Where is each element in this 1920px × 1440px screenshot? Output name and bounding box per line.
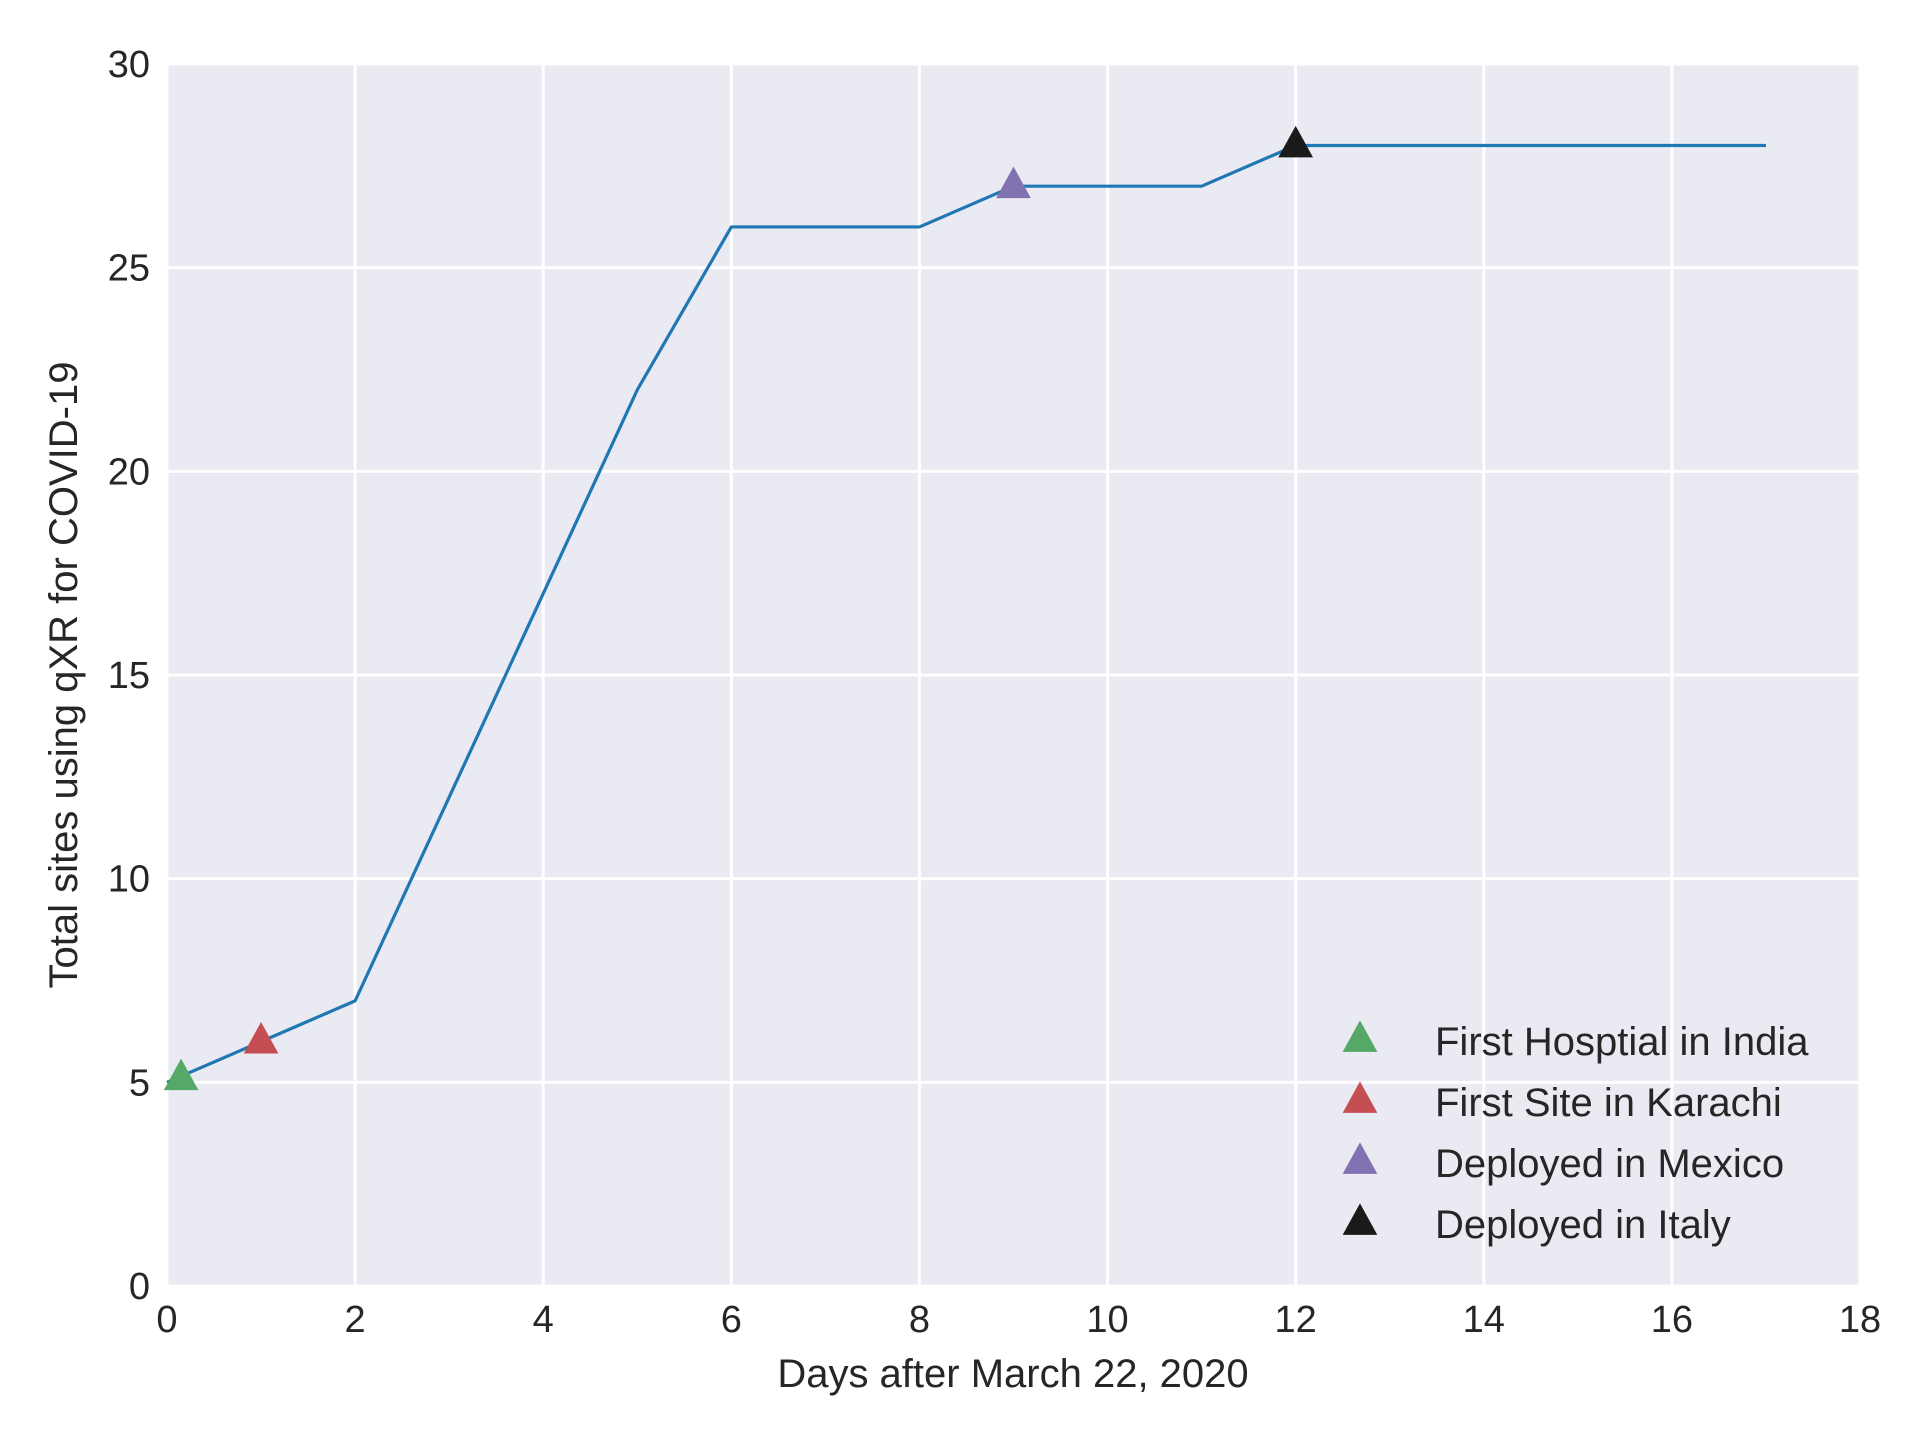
legend-marker [1342,1081,1378,1113]
y-tick-label: 30 [108,44,150,86]
y-tick-label: 10 [108,859,150,901]
x-tick-label: 4 [533,1299,554,1341]
series-line [166,143,1766,1084]
y-tick-label: 20 [108,451,150,493]
x-tick-label: 16 [1651,1299,1693,1341]
marker-triangle [996,166,1031,199]
x-tick-label: 10 [1086,1299,1128,1341]
legend-marker [1342,1142,1378,1174]
legend: First Hosptial in India First Site in Kar… [1342,1020,1809,1247]
grid [165,62,1862,1288]
legend-entry-label: First Hosptial in India [1435,1020,1809,1064]
x-axis-label: Days after March 22, 2020 [777,1352,1248,1396]
y-tick-label: 5 [129,1062,150,1104]
x-tick-label: 8 [909,1299,930,1341]
y-tick-label: 0 [129,1266,150,1308]
y-tick-label: 25 [108,248,150,290]
marker-triangle [1278,125,1314,158]
legend-entry-label: Deployed in Italy [1435,1203,1731,1247]
x-axis-ticks: 0 2 4 6 8 10 12 14 16 18 [156,1299,1881,1341]
series-layer [166,143,1766,1084]
x-tick-label: 14 [1463,1299,1505,1341]
y-tick-label: 15 [108,655,150,697]
x-tick-label: 12 [1275,1299,1317,1341]
x-tick-label: 2 [345,1299,366,1341]
legend-marker [1342,1020,1378,1052]
x-tick-label: 0 [156,1299,177,1341]
y-axis-label: Total sites using qXR for COVID-19 [42,362,86,989]
legend-entry-label: Deployed in Mexico [1435,1142,1784,1186]
marker-triangle [243,1021,279,1054]
marker-triangle [163,1058,199,1091]
legend-marker [1342,1203,1378,1235]
x-tick-label: 18 [1839,1299,1881,1341]
y-axis-ticks: 0 5 10 15 20 25 30 [108,44,150,1308]
marker-layer [163,125,1314,1091]
x-tick-label: 6 [721,1299,742,1341]
legend-entry-label: First Site in Karachi [1435,1081,1782,1125]
